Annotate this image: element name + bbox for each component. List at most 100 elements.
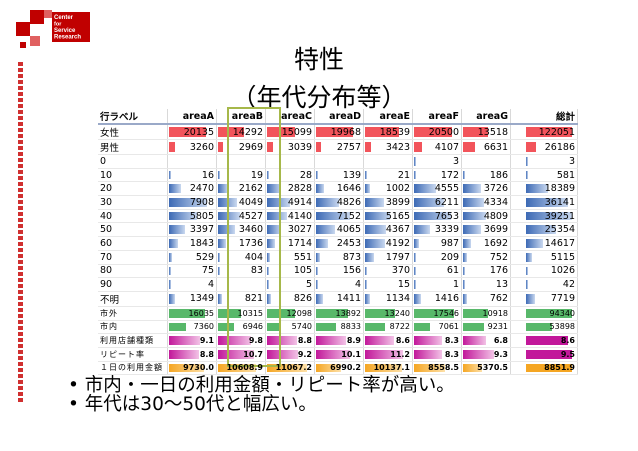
data-bar: [365, 266, 367, 276]
cell-value: 13240: [384, 308, 410, 318]
total-bar: [526, 211, 572, 221]
data-bar: [463, 266, 465, 276]
data-bar: [463, 280, 465, 289]
cell-value: 8.9: [346, 336, 361, 346]
total-cell: 7719: [525, 291, 578, 307]
data-cell: 10137.1: [363, 361, 413, 376]
data-cell: 13518: [461, 124, 511, 140]
data-bar: [316, 349, 351, 359]
data-cell: 75: [167, 264, 217, 279]
data-cell: 8.6: [363, 333, 413, 348]
data-cell: 7152: [314, 209, 364, 224]
cell-value: 2162: [238, 183, 263, 195]
row-label: リピート率: [98, 347, 168, 362]
data-cell: 5370.5: [461, 361, 511, 376]
cell-value: 987: [440, 237, 459, 249]
cell-value: 15099: [281, 126, 312, 138]
data-cell: 19968: [314, 124, 364, 140]
cell-value: 3460: [238, 224, 263, 236]
data-bar: [218, 170, 220, 180]
column-header: 行ラベル: [98, 109, 168, 125]
cell-value: 4065: [336, 224, 361, 236]
table-row: 50 3397 3460 3027 4065 4367 3339 3699 25354: [98, 222, 578, 238]
total-cell: 25354: [525, 222, 578, 238]
cell-value: 172: [440, 169, 459, 181]
cell-value: 209: [440, 251, 459, 263]
data-bar: [463, 211, 486, 221]
data-cell: 3: [412, 154, 462, 169]
data-cell: 4049: [216, 195, 266, 210]
cell-value: 105: [293, 265, 312, 277]
data-bar: [463, 363, 483, 373]
data-bar: [169, 211, 197, 221]
column-gap: [510, 195, 525, 210]
data-bar: [365, 184, 370, 194]
total-cell: 3: [525, 154, 578, 169]
cell-value: 7360: [193, 322, 214, 332]
data-cell: 4334: [461, 195, 511, 210]
cell-value: 75: [201, 265, 214, 277]
total-bar: [526, 349, 572, 359]
total-bar: [526, 252, 532, 262]
data-bar: [218, 184, 229, 194]
column-header: areaA: [167, 109, 217, 125]
cell-value: 1736: [238, 237, 263, 249]
total-bar: [526, 266, 528, 276]
cell-value: 9.3: [493, 349, 508, 359]
data-cell: 13892: [314, 306, 364, 321]
cell-value: 2470: [189, 183, 214, 195]
cell-value: 4192: [385, 237, 410, 249]
cell-value: 6.8: [493, 336, 508, 346]
column-gap: [510, 320, 525, 335]
data-bar: [463, 336, 486, 345]
data-cell: 8722: [363, 320, 413, 335]
data-cell: 9.1: [167, 333, 217, 348]
total-value: 7719: [550, 293, 575, 305]
pivot-table: 行ラベル areaA areaB areaC areaD areaE areaF areaG 総…: [98, 109, 578, 376]
data-cell: 28: [265, 168, 315, 183]
table-row: 市外 16035 10315 12098 13892 13240 17546 10918 943…: [98, 306, 578, 321]
cell-value: 10137.1: [373, 363, 410, 373]
cell-value: 3899: [385, 196, 410, 208]
cell-value: 3339: [434, 224, 459, 236]
data-cell: 1: [412, 277, 462, 292]
total-cell: 5115: [525, 250, 578, 265]
data-bar: [218, 252, 220, 262]
data-cell: 1411: [314, 291, 364, 307]
data-bar: [267, 198, 291, 207]
column-header: areaE: [363, 109, 413, 125]
data-cell: 1797: [363, 250, 413, 265]
table-row: １日の利用金額 9730.0 10608.9 11067.2 6990.2 10137.1…: [98, 361, 578, 376]
data-bar: [218, 293, 222, 304]
cell-value: 18539: [379, 126, 410, 138]
total-cell: 1026: [525, 264, 578, 279]
cell-value: 20500: [428, 126, 459, 138]
data-bar: [169, 280, 171, 289]
row-label: 利用店舗種類: [98, 333, 168, 348]
cell-value: 826: [293, 293, 312, 305]
data-cell: 13240: [363, 306, 413, 321]
cell-value: 3027: [287, 224, 312, 236]
cell-value: 6211: [434, 196, 459, 208]
cell-value: 1692: [483, 237, 508, 249]
data-cell: 4809: [461, 209, 511, 224]
column-gap: [510, 236, 525, 251]
data-cell: 987: [412, 236, 462, 251]
cell-value: 4367: [385, 224, 410, 236]
cell-value: 1797: [385, 251, 410, 263]
total-bar: [526, 184, 548, 194]
data-cell: 5740: [265, 320, 315, 335]
total-bar: [526, 198, 569, 207]
data-cell: 3260: [167, 139, 217, 155]
cell-value: 1: [452, 279, 459, 291]
data-bar: [463, 127, 488, 137]
data-bar: [463, 198, 484, 207]
cell-value: 20135: [183, 126, 214, 138]
column-gap: [510, 250, 525, 265]
cell-value: 4049: [238, 196, 263, 208]
cell-value: 3: [452, 155, 459, 167]
cell-value: 14292: [232, 126, 263, 138]
cell-value: 4914: [287, 196, 312, 208]
column-header: areaF: [412, 109, 462, 125]
table-row: 市内 7360 6946 5740 8833 8722 7061 9231 53898: [98, 320, 578, 335]
